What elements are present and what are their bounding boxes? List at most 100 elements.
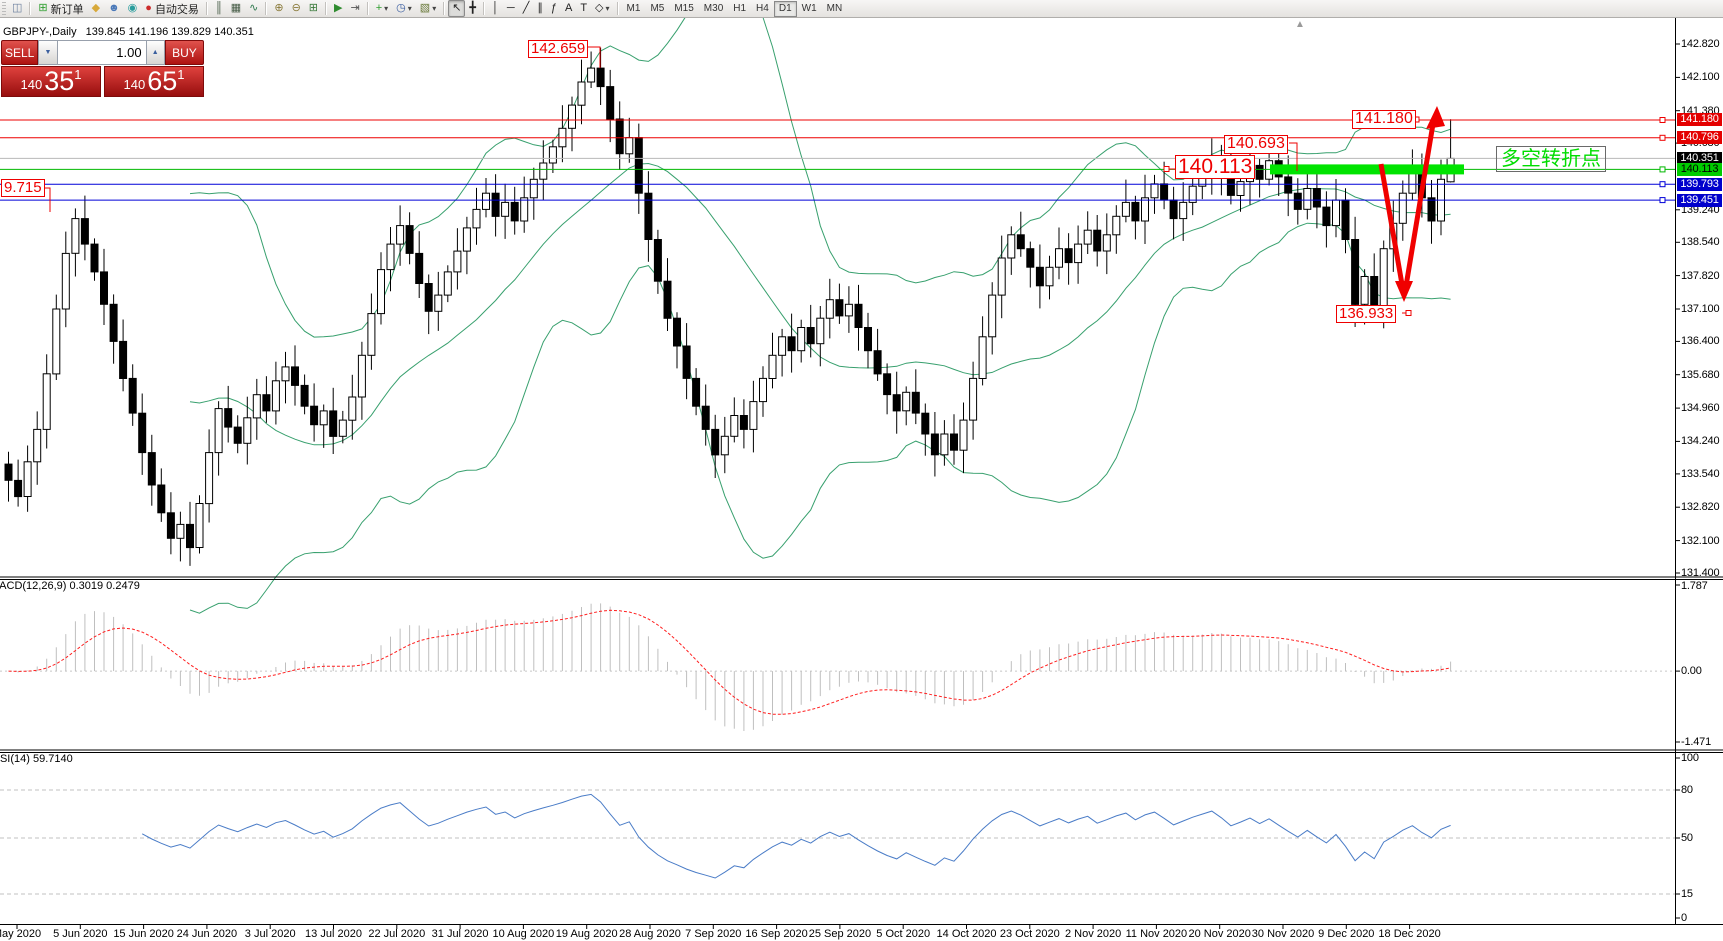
volume-increase-button[interactable]: ▲ <box>145 40 165 65</box>
horizontal-line-icon[interactable]: ─ <box>503 0 519 17</box>
date-axis-label: 18 Dec 2020 <box>1378 928 1441 940</box>
styler-icon: ◆ <box>91 2 101 14</box>
volume-input[interactable] <box>57 40 146 65</box>
zoom-out-icon[interactable]: ⊖ <box>288 0 305 17</box>
timeframe-button-m15[interactable]: M15 <box>674 3 694 14</box>
price-axis-tick: 138.540 <box>1681 236 1720 249</box>
rsi-axis-tick: 50 <box>1681 832 1693 844</box>
crosshair-icon[interactable]: ╋ <box>465 0 480 17</box>
text-note-annotation[interactable]: 多空转折点 <box>1496 146 1606 172</box>
timeframe-button-w1[interactable]: W1 <box>801 3 817 14</box>
text-icon: A <box>564 2 573 14</box>
arrows-icon[interactable]: ◇ ▾ <box>591 0 613 17</box>
price-level-tag: 140.796 <box>1677 131 1722 145</box>
fibonacci-icon[interactable]: ƒ <box>547 0 561 17</box>
price-axis-tick: 131.400 <box>1681 567 1720 579</box>
line-chart-icon[interactable]: ∿ <box>245 0 262 17</box>
vertical-line-icon: │ <box>492 2 499 14</box>
price-axis-tick: 135.680 <box>1681 368 1720 381</box>
trend-arrow[interactable] <box>1378 106 1445 302</box>
toolbar-separator <box>483 2 486 15</box>
vertical-line-icon[interactable]: │ <box>488 0 503 17</box>
text-icon[interactable]: A <box>561 0 576 17</box>
buy-price-sup: 1 <box>177 67 185 82</box>
window-magnifier-icon[interactable]: ◫ <box>8 0 26 17</box>
tile-windows-icon[interactable]: ⊞ <box>305 0 322 17</box>
date-axis-label: 2 Nov 2020 <box>1064 928 1122 940</box>
buy-button[interactable]: BUY <box>164 40 204 65</box>
price-axis-tick: 136.400 <box>1681 335 1720 348</box>
signals-icon[interactable]: ◉ <box>124 0 142 17</box>
styler-icon[interactable]: ◆ <box>88 0 104 17</box>
price-axis-tick: 142.820 <box>1681 38 1720 50</box>
price-annotation[interactable]: 9.715 <box>1 179 45 197</box>
symbol-info: GBPJPY-,Daily 139.845 141.196 139.829 14… <box>3 26 254 38</box>
templates-icon[interactable]: ▧ ▾ <box>416 0 440 17</box>
annotation-connectors <box>43 46 1420 316</box>
date-axis-label: 3 Jul 2020 <box>244 928 296 940</box>
indicators-icon[interactable]: + ▾ <box>372 0 392 17</box>
periods-icon: ◷ <box>396 2 406 14</box>
arrows-icon: ◇ <box>595 2 604 14</box>
timeframe-button-m5[interactable]: M5 <box>650 3 665 14</box>
dropdown-arrow-icon[interactable]: ▾ <box>605 4 610 13</box>
text-label-icon[interactable]: T <box>576 0 591 17</box>
timeframe-button-m30[interactable]: M30 <box>703 3 724 14</box>
timeframe-button-h1[interactable]: H1 <box>733 3 747 14</box>
candlestick-chart-icon: ▦ <box>230 2 242 14</box>
price-axis-tick: 137.820 <box>1681 269 1720 282</box>
toolbar: ◫ ⊞ 新订单 ◆ ☻ ◉ ● 自动交易 ║ ▦ ∿ ⊕ ⊖ ⊞ ▶ ⇥ + ▾ ◷ ▾ ▧ ▾ ↖ ╋ │ ─ ╱ ∥ ƒ A T ◇ ▾ M1… <box>0 0 1723 18</box>
cursor-icon[interactable]: ↖ <box>448 0 466 17</box>
bar-chart-icon[interactable]: ║ <box>211 0 227 17</box>
equidistant-channel-icon[interactable]: ∥ <box>533 0 547 17</box>
zoom-in-icon[interactable]: ⊕ <box>270 0 287 17</box>
auto-trading-button[interactable]: ● 自动交易 <box>141 0 203 17</box>
price-annotation[interactable]: 140.113 <box>1175 155 1256 180</box>
timeframe-button-h4[interactable]: H4 <box>756 3 769 14</box>
dropdown-arrow-icon[interactable]: ▾ <box>384 4 389 13</box>
arrow-down-icon: ▼ <box>44 49 52 56</box>
zoom-out-icon: ⊖ <box>291 2 301 14</box>
sell-price-button[interactable]: 140 35 1 <box>1 66 101 97</box>
date-axis-label: 28 Aug 2020 <box>619 928 681 940</box>
macd-signal-line <box>8 609 1451 715</box>
templates-icon: ▧ <box>419 2 431 14</box>
equidistant-channel-icon: ∥ <box>537 2 543 14</box>
price-annotation[interactable]: 141.180 <box>1352 110 1416 129</box>
profile-icon[interactable]: ☻ <box>104 0 124 17</box>
symbol-ohlc-values: 139.845 141.196 139.829 140.351 <box>85 26 254 38</box>
zoom-in-icon: ⊕ <box>274 2 284 14</box>
rsi-axis-tick: 100 <box>1681 752 1699 764</box>
sell-button[interactable]: SELL <box>1 40 39 65</box>
price-annotation[interactable]: 136.933 <box>1336 305 1397 323</box>
buy-price-big: 65 <box>147 66 178 96</box>
volume-decrease-button[interactable]: ▼ <box>38 40 58 65</box>
text-label-icon: T <box>580 2 588 14</box>
support-zone-bar[interactable] <box>1270 164 1464 175</box>
buy-price-button[interactable]: 140 65 1 <box>104 66 204 97</box>
chart-shift-marker-icon[interactable]: ▲ <box>1295 19 1305 30</box>
dropdown-arrow-icon[interactable]: ▾ <box>432 4 437 13</box>
date-axis-label: 9 Dec 2020 <box>1318 928 1375 940</box>
auto-scroll-icon[interactable]: ▶ <box>330 0 346 17</box>
rsi-axis-tick: 15 <box>1681 888 1693 900</box>
window-magnifier-icon: ◫ <box>12 2 23 14</box>
date-axis-label: 30 Nov 2020 <box>1251 928 1315 940</box>
timeframe-button-d1[interactable]: D1 <box>773 0 797 17</box>
dropdown-arrow-icon[interactable]: ▾ <box>407 4 412 13</box>
timeframe-button-mn[interactable]: MN <box>826 3 843 14</box>
sell-price-big: 35 <box>44 66 75 96</box>
trendline-icon[interactable]: ╱ <box>519 0 534 17</box>
price-annotation[interactable]: 142.659 <box>528 40 589 58</box>
candlestick-chart-icon[interactable]: ▦ <box>227 0 245 17</box>
date-axis-label: 14 Oct 2020 <box>936 928 997 940</box>
price-annotation[interactable]: 140.693 <box>1224 135 1288 154</box>
periods-icon[interactable]: ◷ ▾ <box>392 0 416 17</box>
horizontal-level-lines[interactable] <box>0 117 1675 204</box>
candlesticks <box>4 47 1455 566</box>
new-order-button[interactable]: ⊞ 新订单 <box>34 0 87 17</box>
sell-price-sup: 1 <box>74 67 82 82</box>
timeframe-button-m1[interactable]: M1 <box>626 3 641 14</box>
chart-shift-icon[interactable]: ⇥ <box>346 0 363 17</box>
